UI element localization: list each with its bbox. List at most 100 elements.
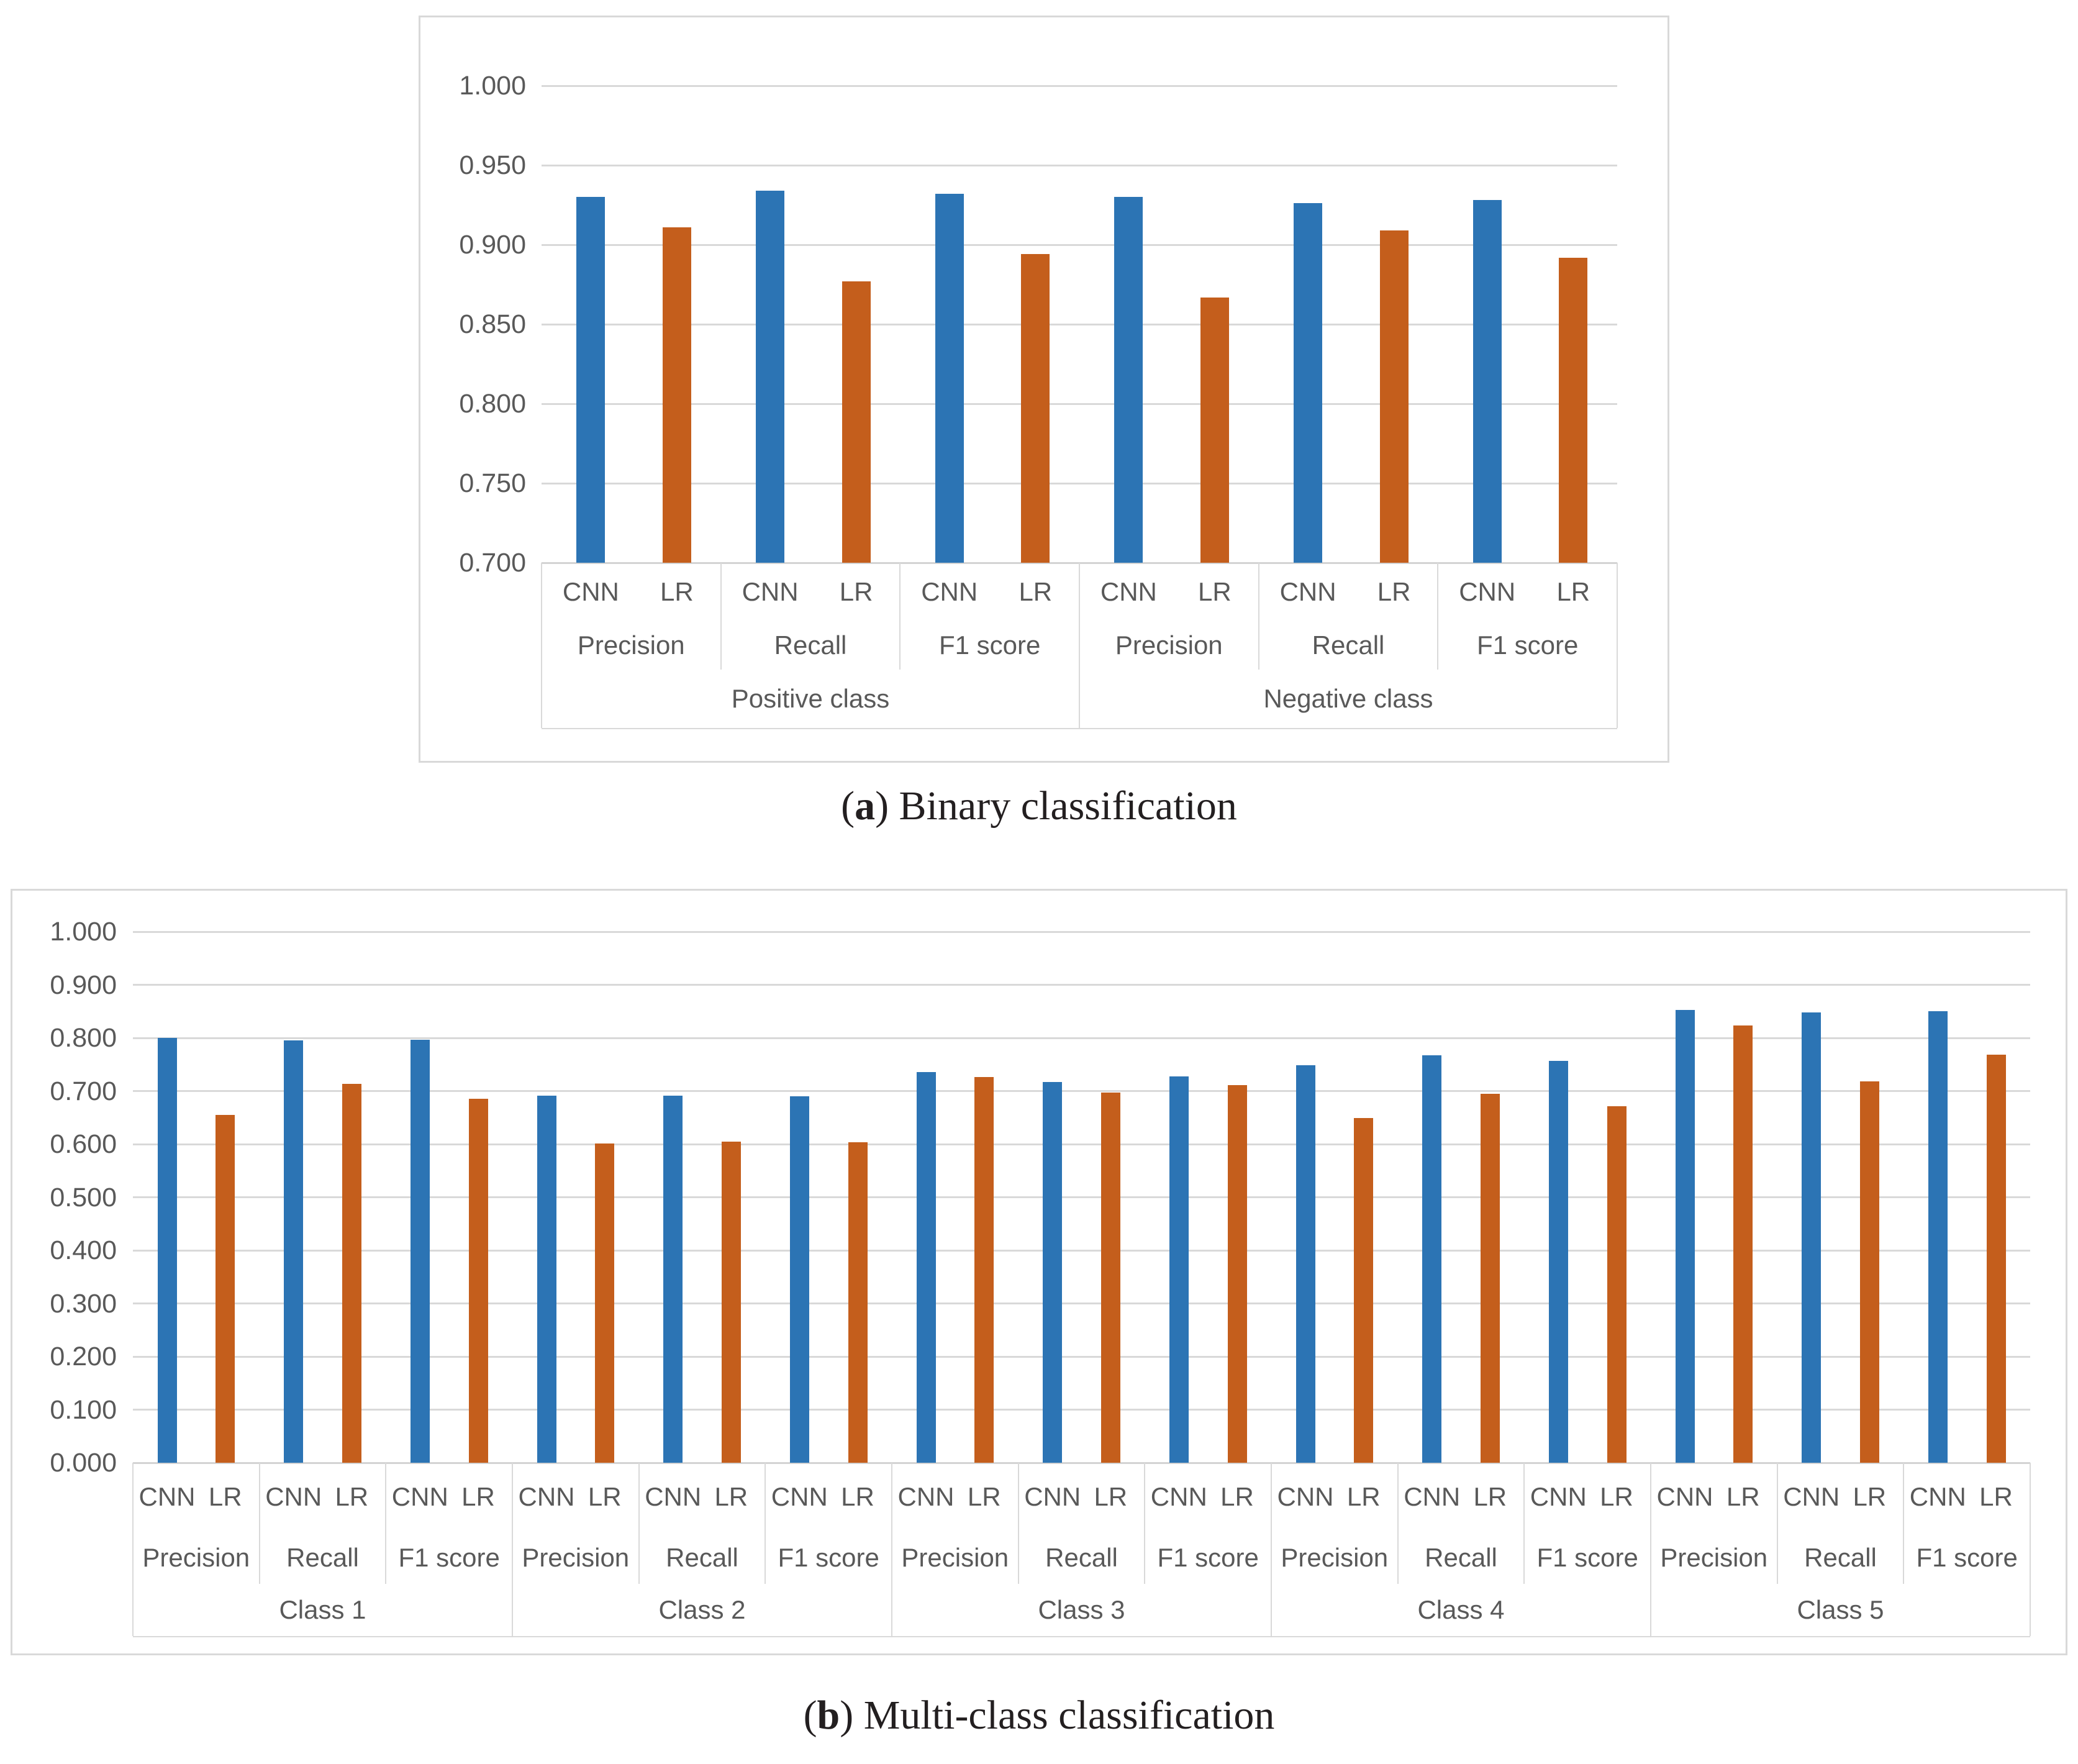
y-axis-label: 0.800 <box>459 389 526 419</box>
bar-cnn-positive-class-f1-score <box>935 194 964 563</box>
metric-tick-label-precision: Precision <box>901 1542 1009 1572</box>
y-axis-label: 0.900 <box>459 230 526 260</box>
metric-separator-line <box>258 1463 260 1584</box>
caption-multiclass: (b) Multi-class classification <box>0 1691 2078 1740</box>
series-tick-label-lr: LR <box>1019 577 1053 606</box>
metric-tick-label-precision: Precision <box>577 630 685 660</box>
multiclass-classification-chart: 1.000 0.900 0.800 0.700 0.600 0.500 0.400 0.300… <box>11 889 2067 1655</box>
series-tick-label-lr: LR <box>588 1482 622 1511</box>
series-tick-label-lr: LR <box>714 1482 748 1511</box>
bar-cnn-class-1-precision <box>157 1038 177 1463</box>
bar-lr-class-2-f1-score <box>848 1142 868 1463</box>
y-axis-label: 0.850 <box>459 309 526 339</box>
series-tick-label-lr: LR <box>1556 577 1590 606</box>
metric-tick-label-precision: Precision <box>142 1542 250 1572</box>
bar-cnn-negative-class-precision <box>1114 197 1143 563</box>
series-tick-label-cnn: CNN <box>138 1482 196 1511</box>
metric-tick-label-recall: Recall <box>1804 1542 1877 1572</box>
series-tick-label-lr: LR <box>1346 1482 1381 1511</box>
series-tick-label-cnn: CNN <box>1909 1482 1966 1511</box>
series-tick-label-lr: LR <box>1853 1482 1887 1511</box>
bar-lr-class-5-recall <box>1859 1081 1879 1463</box>
bar-lr-negative-class-precision <box>1200 297 1229 563</box>
metric-separator-line <box>765 1463 766 1584</box>
series-tick-label-lr: LR <box>1979 1482 2013 1511</box>
bar-cnn-positive-class-precision <box>576 197 606 563</box>
bar-cnn-class-4-recall <box>1422 1055 1442 1463</box>
gridline <box>133 1196 2030 1198</box>
bar-cnn-class-5-recall <box>1802 1012 1822 1463</box>
bar-lr-class-1-f1-score <box>468 1099 488 1463</box>
metric-tick-label-f1-score: F1 score <box>398 1542 500 1572</box>
metric-tick-label-f1-score: F1 score <box>1916 1542 2018 1572</box>
group-separator-line <box>132 1463 134 1636</box>
gridline <box>133 1090 2030 1092</box>
caption-letter: b <box>817 1693 840 1738</box>
metric-tick-label-recall: Recall <box>1312 630 1385 660</box>
bar-cnn-class-2-recall <box>663 1096 683 1463</box>
metric-separator-line <box>1903 1463 1905 1584</box>
metric-tick-label-f1-score: F1 score <box>778 1542 879 1572</box>
series-tick-label-cnn: CNN <box>921 577 978 606</box>
axis-table-bottom-line <box>133 1636 2030 1637</box>
bar-cnn-class-2-f1-score <box>789 1096 809 1463</box>
bar-lr-class-2-precision <box>595 1143 615 1463</box>
series-tick-label-cnn: CNN <box>1656 1482 1713 1511</box>
metric-separator-line <box>1776 1463 1778 1584</box>
metric-tick-label-recall: Recall <box>774 630 847 660</box>
group-separator-line <box>541 563 542 728</box>
bar-lr-class-1-precision <box>216 1115 235 1463</box>
caption-open-paren: ( <box>841 783 855 829</box>
bar-cnn-class-2-precision <box>537 1096 556 1463</box>
caption-text: ) Multi-class classification <box>840 1693 1275 1738</box>
gridline <box>133 930 2030 933</box>
metric-separator-line <box>1437 563 1439 670</box>
gridline <box>542 164 1617 166</box>
gridline <box>133 1303 2030 1304</box>
series-tick-label-lr: LR <box>1220 1482 1254 1511</box>
metric-separator-line <box>1017 1463 1019 1584</box>
bar-cnn-negative-class-f1-score <box>1472 200 1502 563</box>
bar-cnn-class-3-recall <box>1043 1082 1063 1463</box>
y-axis-label: 0.800 <box>50 1023 117 1053</box>
gridline <box>133 1355 2030 1358</box>
group-separator-line <box>891 1463 892 1636</box>
caption-binary: (a) Binary classification <box>0 781 2078 831</box>
group-tick-label-class-3: Class 3 <box>1038 1595 1125 1624</box>
series-tick-label-cnn: CNN <box>645 1482 702 1511</box>
metric-separator-line <box>1397 1463 1399 1584</box>
bar-lr-class-3-recall <box>1100 1093 1120 1463</box>
bar-lr-negative-class-recall <box>1379 230 1409 563</box>
series-tick-label-lr: LR <box>839 577 873 606</box>
series-tick-label-cnn: CNN <box>562 577 619 606</box>
metric-separator-line <box>638 1463 640 1584</box>
series-tick-label-cnn: CNN <box>265 1482 322 1511</box>
metric-separator-line <box>899 563 901 670</box>
series-tick-label-lr: LR <box>1198 577 1232 606</box>
bar-lr-positive-class-f1-score <box>1021 254 1050 563</box>
y-axis-label: 0.750 <box>459 468 526 498</box>
group-tick-label-class-5: Class 5 <box>1797 1595 1884 1624</box>
group-separator-line <box>1650 1463 1651 1636</box>
bar-cnn-class-5-precision <box>1675 1009 1695 1463</box>
metric-tick-label-recall: Recall <box>1425 1542 1497 1572</box>
axis-table-bottom-line <box>542 728 1617 729</box>
metric-tick-label-precision: Precision <box>1281 1542 1389 1572</box>
metric-separator-line <box>1144 1463 1146 1584</box>
series-tick-label-lr: LR <box>660 577 694 606</box>
series-tick-label-lr: LR <box>967 1482 1001 1511</box>
bar-lr-class-4-f1-score <box>1607 1106 1627 1463</box>
metric-tick-label-recall: Recall <box>666 1542 738 1572</box>
bar-lr-class-3-precision <box>974 1077 994 1463</box>
series-tick-label-cnn: CNN <box>391 1482 448 1511</box>
series-tick-label-lr: LR <box>208 1482 242 1511</box>
series-tick-label-lr: LR <box>1473 1482 1507 1511</box>
series-tick-label-cnn: CNN <box>742 577 799 606</box>
metric-separator-line <box>720 563 722 670</box>
gridline <box>133 1037 2030 1039</box>
binary-classification-chart: 1.000 0.950 0.900 0.850 0.800 0.750 0.700 CNN LR… <box>419 16 1669 763</box>
series-tick-label-cnn: CNN <box>518 1482 575 1511</box>
gridline <box>542 323 1617 325</box>
bar-cnn-class-5-f1-score <box>1928 1011 1948 1463</box>
